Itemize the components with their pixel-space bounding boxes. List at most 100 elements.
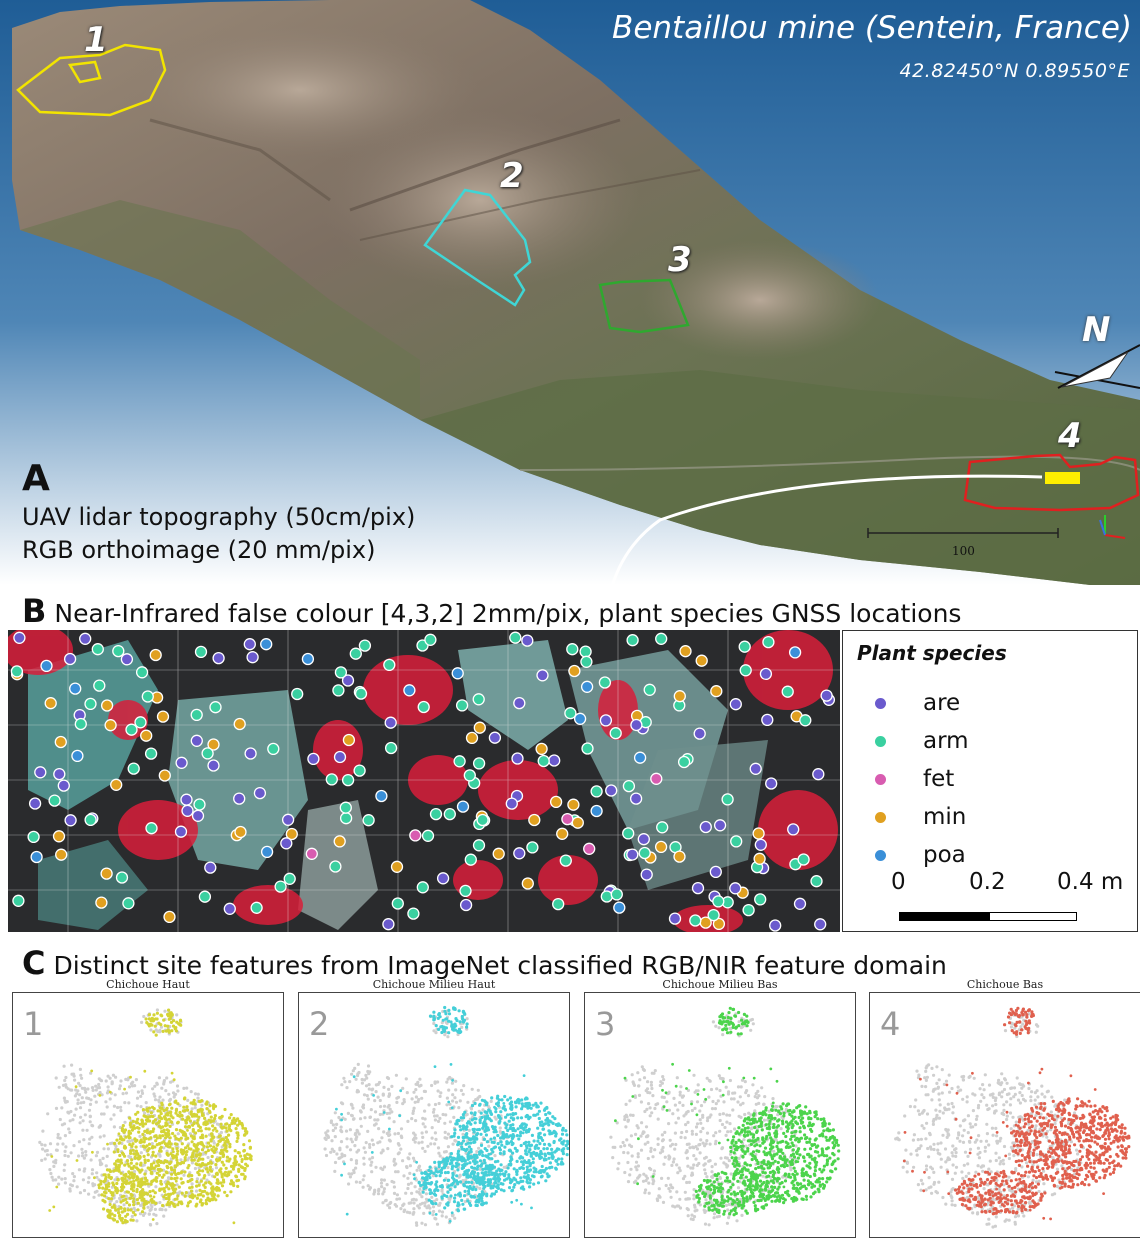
species-point-are (713, 819, 727, 832)
species-point-arm (721, 793, 734, 806)
species-point-are (57, 779, 70, 792)
species-point-min (233, 717, 246, 731)
species-point-poa (580, 680, 594, 693)
species-point-min (535, 742, 548, 756)
species-point-are (699, 820, 712, 834)
site-2-outline (423, 188, 532, 307)
species-point-arm (339, 801, 352, 814)
species-point-arm (626, 634, 639, 647)
species-point-are (769, 919, 782, 932)
site-1-outline (16, 43, 167, 117)
species-point-poa (451, 667, 464, 680)
species-point-arm (91, 643, 104, 656)
species-point-fet (305, 847, 318, 860)
scale-tick-0: 0 (891, 869, 906, 895)
species-point-min (55, 848, 68, 861)
panel-b-heading-text: Near-Infrared false colour [4,3,2] 2mm/p… (54, 599, 962, 628)
north-arrow-icon (1061, 351, 1129, 388)
cluster-panel-2: 2 (298, 992, 570, 1238)
species-point-are (814, 918, 827, 931)
species-point-arm (730, 835, 743, 848)
species-point-poa (573, 712, 587, 725)
legend-dot-poa (875, 850, 886, 861)
species-point-arm (125, 723, 138, 736)
species-point-arm (115, 871, 129, 884)
species-point-arm (689, 914, 702, 927)
species-point-min (465, 731, 479, 745)
species-point-are (281, 813, 295, 826)
species-point-arm (358, 639, 372, 652)
species-point-arm (194, 645, 208, 659)
species-point-are (34, 766, 47, 779)
panel-a-letter: A (22, 458, 50, 499)
sample-patch-marker (1045, 472, 1080, 484)
species-point-arm (93, 679, 106, 692)
species-point-arm (424, 633, 437, 646)
species-point-are (812, 768, 825, 781)
species-point-arm (537, 754, 550, 768)
nir-image-canvas (8, 630, 840, 932)
species-point-arm (362, 814, 375, 827)
site-label-4: 4 (1058, 416, 1082, 456)
species-point-are (79, 632, 92, 645)
species-point-arm (463, 769, 476, 782)
species-point-are (307, 752, 320, 766)
species-point-arm (552, 897, 565, 911)
species-point-min (567, 798, 580, 811)
species-point-are (64, 814, 77, 827)
species-point-min (163, 910, 176, 924)
species-point-arm (144, 747, 158, 760)
species-point-arm (610, 888, 623, 901)
scale-tick-0-4: 0.4 m (1057, 869, 1124, 895)
species-point-arm (384, 741, 398, 755)
cluster-site-points (614, 1006, 841, 1217)
species-point-are (488, 731, 502, 744)
species-point-arm (656, 821, 669, 834)
species-point-arm (10, 665, 24, 678)
species-point-arm (443, 807, 456, 821)
cluster-background-points (894, 1012, 1085, 1229)
species-point-min (752, 827, 765, 840)
cluster-number-4: 4 (880, 1005, 901, 1043)
species-point-are (13, 631, 26, 644)
species-point-are (511, 752, 524, 765)
species-point-arm (509, 631, 522, 644)
species-point-min (571, 816, 584, 829)
species-point-are (749, 762, 762, 775)
legend-label-min: min (923, 804, 967, 830)
species-point-min (549, 795, 563, 809)
species-point-min (695, 654, 708, 667)
species-point-arm (250, 901, 263, 914)
species-point-poa (40, 659, 53, 673)
panel-c-letter: C (22, 944, 46, 982)
cluster-panel-4: 4 (869, 992, 1140, 1238)
species-point-are (640, 868, 653, 881)
cluster-subtitle-3: Chichoue Milieu Bas (662, 978, 778, 991)
species-point-arm (417, 700, 430, 714)
species-point-arm (738, 640, 751, 653)
species-point-are (626, 848, 639, 861)
cluster-subtitle-4: Chichoue Bas (966, 978, 1044, 991)
species-point-arm (566, 643, 579, 656)
cluster-subtitle-1: Chichoue Haut (106, 978, 190, 991)
species-point-arm (209, 701, 222, 714)
scale-bar-black-segment (899, 912, 989, 921)
map-scale-label: 100 (952, 544, 975, 558)
species-point-are (28, 797, 42, 810)
species-point-min (390, 860, 404, 873)
species-point-are (120, 653, 134, 666)
legend-dot-are (875, 698, 886, 709)
species-point-poa (375, 789, 388, 803)
panel-a-caption-2: RGB orthoimage (20 mm/pix) (22, 536, 376, 564)
species-point-arm (421, 829, 435, 842)
species-point-are (729, 698, 742, 711)
species-point-are (668, 912, 682, 925)
species-point-are (459, 898, 473, 912)
panel-a-caption-1: UAV lidar topography (50cm/pix) (22, 503, 416, 531)
species-point-arm (274, 880, 287, 893)
species-point-min (104, 719, 117, 732)
species-point-arm (201, 747, 214, 760)
species-point-are (246, 651, 259, 664)
species-point-are (190, 734, 203, 747)
species-point-arm (712, 895, 725, 908)
